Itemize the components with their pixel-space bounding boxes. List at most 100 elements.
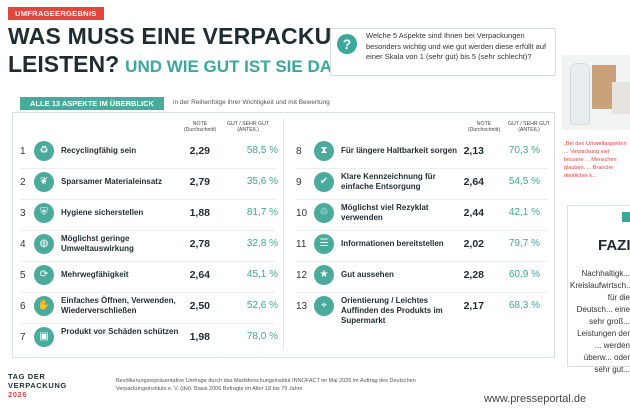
- aspect-rank: 9: [296, 177, 302, 188]
- column-divider: [283, 118, 284, 350]
- aspect-label: Recyclingfähig sein: [61, 146, 137, 155]
- share-column-header: GUT / SEHR GUT (ANTEIL): [227, 121, 269, 133]
- event-logo: TAG DER VERPACKUNG 2026: [8, 372, 67, 399]
- table-note: in der Reihenfolge ihrer Wichtigkeit und…: [173, 99, 330, 106]
- aspect-rank: 10: [296, 208, 308, 219]
- table-row: 11 ☰ Informationen bereitstellen 2,02 79,7 %: [296, 234, 548, 256]
- star-icon: ★: [314, 265, 334, 285]
- table-title: ALLE 13 ASPEKTE IM ÜBERBLICK: [20, 97, 164, 110]
- question-icon: ?: [337, 34, 357, 54]
- table-row: 1 ♻ Recyclingfähig sein 2,29 58,5 %: [20, 141, 278, 163]
- aspect-share: 45,1 %: [246, 269, 278, 280]
- shield-icon: ⛨: [34, 203, 54, 223]
- survey-badge: UMFRAGEERGEBNIS: [8, 7, 104, 20]
- row-separator: [296, 230, 548, 231]
- aspect-share: 35,6 %: [246, 176, 278, 187]
- row-separator: [20, 261, 275, 262]
- hand-icon: ✋: [34, 296, 54, 316]
- row-separator: [20, 230, 275, 231]
- row-separator: [296, 199, 548, 200]
- aspect-share: 54,5 %: [508, 176, 540, 187]
- conclusion-icon: [622, 212, 630, 222]
- aspect-label: Klare Kennzeichnung für einfache Entsorg…: [341, 172, 436, 191]
- page-title: WAS MUSS EINE VERPACKUNG: [8, 23, 367, 49]
- grade-column-header: NOTE (Durchschnitt): [183, 121, 217, 133]
- question-box: [330, 28, 556, 76]
- aspect-label: Sparsamer Materialeinsatz: [61, 177, 162, 186]
- aspect-label: Produkt vor Schäden schützen: [61, 327, 179, 336]
- cup-icon: [612, 82, 630, 114]
- aspect-share: 68,3 %: [508, 300, 540, 311]
- location-icon: ⌖: [314, 296, 334, 316]
- aspect-rank: 7: [20, 332, 26, 343]
- aspect-share: 42,1 %: [508, 207, 540, 218]
- leaf-icon: ❦: [34, 172, 54, 192]
- aspect-rank: 12: [296, 270, 308, 281]
- table-row: 2 ❦ Sparsamer Materialeinsatz 2,79 35,6 %: [20, 172, 278, 194]
- aspect-share: 58,5 %: [246, 145, 278, 156]
- aspect-rank: 3: [20, 208, 26, 219]
- aspect-rank: 2: [20, 177, 26, 188]
- row-separator: [20, 199, 275, 200]
- aspect-grade: 2,28: [463, 269, 484, 281]
- row-separator: [296, 168, 548, 169]
- logo-line2: VERPACKUNG: [8, 381, 67, 390]
- watermark: www.presseportal.de: [484, 393, 587, 405]
- aspect-rank: 5: [20, 270, 26, 281]
- aspect-share: 32,8 %: [246, 238, 278, 249]
- recycled-material-icon: ♲: [314, 203, 334, 223]
- aspect-share: 81,7 %: [246, 207, 278, 218]
- table-row: 9 ✔ Klare Kennzeichnung für einfache Entso…: [296, 172, 548, 194]
- aspect-grade: 2,78: [189, 238, 210, 250]
- aspect-label: Für längere Haltbarkeit sorgen: [341, 146, 458, 155]
- aspect-label: Möglichst geringe Umweltauswirkung: [61, 234, 134, 253]
- aspect-grade: 2,02: [463, 238, 484, 250]
- row-separator: [20, 323, 275, 324]
- aspect-grade: 2,79: [189, 176, 210, 188]
- table-row: 7 ▣ Produkt vor Schäden schützen 1,98 78,0 %: [20, 327, 278, 349]
- table-row: 12 ★ Gut aussehen 2,28 60,9 %: [296, 265, 548, 287]
- aspect-share: 60,9 %: [508, 269, 540, 280]
- info-icon: ☰: [314, 234, 334, 254]
- aspect-label: Orientierung / Leichtes Auffinden des Pr…: [341, 296, 443, 325]
- aspect-grade: 1,88: [189, 207, 210, 219]
- row-separator: [20, 292, 275, 293]
- aspect-share: 70,3 %: [508, 145, 540, 156]
- logo-line1: TAG DER: [8, 372, 46, 381]
- conclusion-title: FAZI: [598, 237, 630, 254]
- aspect-label: Einfaches Öffnen, Verwenden, Wiederversc…: [61, 296, 176, 315]
- reuse-icon: ⟳: [34, 265, 54, 285]
- conclusion-text: Nachhaltigk... Kreislaufwirtsch... für d…: [570, 269, 630, 374]
- box-icon: ▣: [34, 327, 54, 347]
- question-text: Welche 5 Aspekte sind Ihnen bei Verpacku…: [366, 31, 547, 61]
- table-row: 13 ⌖ Orientierung / Leichtes Auffinden des…: [296, 296, 548, 325]
- table-row: 4 ◍ Möglichst geringe Umweltauswirkung 2,78…: [20, 234, 278, 256]
- aspect-label: Möglichst viel Rezyklat verwenden: [341, 203, 429, 222]
- aspect-grade: 2,29: [189, 145, 210, 157]
- conclusion-box: [567, 205, 630, 367]
- aspect-rank: 1: [20, 146, 26, 157]
- survey-footnote: Bevölkerungsrepräsentative Umfrage durch…: [116, 378, 416, 392]
- aspect-grade: 2,44: [463, 207, 484, 219]
- aspect-grade: 1,98: [189, 331, 210, 343]
- aspect-grade: 2,64: [189, 269, 210, 281]
- aspect-grade: 2,50: [189, 300, 210, 312]
- title-line2-text: LEISTEN?: [8, 51, 120, 77]
- aspect-grade: 2,64: [463, 176, 484, 188]
- aspect-rank: 6: [20, 301, 26, 312]
- aspect-grade: 2,17: [463, 300, 484, 312]
- table-row: 8 ⧗ Für längere Haltbarkeit sorgen 2,13 70,3…: [296, 141, 548, 163]
- logo-year: 2026: [8, 390, 28, 399]
- grade-column-header-right: NOTE (Durchschnitt): [467, 121, 501, 133]
- aspect-label: Informationen bereitstellen: [341, 239, 444, 248]
- aspect-share: 52,6 %: [246, 300, 278, 311]
- table-row: 3 ⛨ Hygiene sicherstellen 1,88 81,7 %: [20, 203, 278, 225]
- bottle-icon: [570, 63, 590, 125]
- globe-icon: ◍: [34, 234, 54, 254]
- aspect-label: Gut aussehen: [341, 270, 394, 279]
- side-quote: „Bei den Umweltaspekten ... Verpackung v…: [564, 141, 627, 179]
- aspect-rank: 4: [20, 239, 26, 250]
- row-separator: [296, 261, 548, 262]
- page-title-line2: LEISTEN? UND WIE GUT IST SIE DABEI?: [8, 50, 371, 81]
- aspect-share: 79,7 %: [508, 238, 540, 249]
